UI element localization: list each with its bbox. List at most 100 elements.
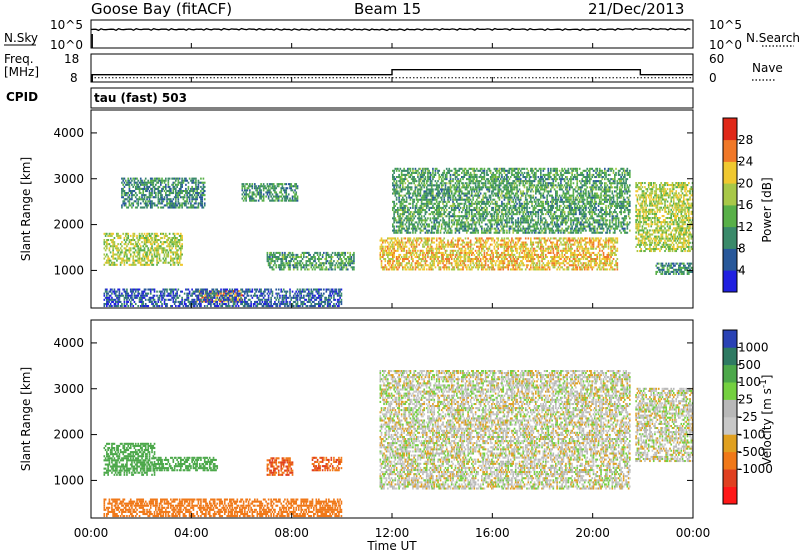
data-cell [393,241,395,244]
data-cell [511,264,513,267]
data-cell [207,292,210,295]
data-cell [610,264,612,267]
data-cell [157,245,160,248]
data-cell [144,190,147,193]
data-cell [325,251,328,254]
data-cell [176,237,178,240]
data-cell [111,296,113,299]
data-cell [439,245,442,248]
data-cell [167,194,170,197]
data-cell [602,239,605,242]
data-cell [571,260,573,263]
data-cell [344,262,346,265]
data-cell [203,298,206,301]
data-cell [103,243,106,246]
data-cell [131,179,133,182]
data-cell [284,197,286,200]
data-cell [218,296,221,299]
data-cell [153,177,156,180]
data-cell [335,262,338,265]
data-cell [269,253,271,256]
data-cell [403,258,405,261]
data-cell [595,239,597,242]
data-cell [146,241,148,244]
data-cell [230,298,232,301]
data-cell [173,187,176,190]
data-cell [178,294,181,297]
data-cell [339,253,341,256]
data-cell [262,183,265,186]
data-cell [246,189,249,192]
data-cell [168,202,171,205]
data-cell [402,223,404,226]
data-cell [155,204,157,207]
data-cell [231,305,234,308]
data-cell [407,211,409,214]
data-cell [463,253,466,256]
data-cell [404,194,407,197]
data-cell [519,247,522,250]
data-cell [432,264,434,267]
data-cell [118,298,121,301]
data-cell [308,288,310,291]
data-cell [556,253,558,256]
data-cell [444,266,447,269]
data-cell [413,176,415,179]
data-cell [245,193,247,196]
data-cell [304,251,306,254]
data-cell [112,247,114,250]
data-cell [353,251,355,254]
data-cell [163,259,166,262]
data-cell [556,268,558,271]
data-cell [415,186,418,189]
data-cell [503,249,506,252]
data-cell [341,260,344,263]
data-cell [251,199,254,202]
data-cell [557,247,560,250]
data-cell [129,294,132,297]
data-cell [320,288,323,291]
data-cell [176,253,178,256]
data-cell [340,253,343,256]
data-cell [527,258,530,261]
data-cell [265,300,267,303]
data-cell [134,181,137,184]
data-cell [236,303,239,306]
data-cell [116,294,118,297]
data-cell [282,296,285,299]
data-cell [318,305,320,308]
data-cell [271,256,274,259]
data-cell [562,256,565,259]
data-cell [540,239,542,242]
data-cell [399,215,402,218]
data-cell [121,251,123,254]
data-cell [220,290,222,293]
data-cell [259,290,261,293]
data-cell [340,294,343,297]
data-cell [223,296,226,299]
data-cell [280,303,283,306]
data-cell [340,298,343,301]
data-cell [313,300,315,303]
data-cell [121,190,123,193]
data-cell [561,251,563,254]
data-cell [126,294,128,297]
data-cell [123,255,126,258]
data-cell [287,253,290,256]
data-cell [237,294,240,297]
data-cell [311,262,314,265]
data-cell [126,288,128,291]
data-cell [464,266,467,269]
data-cell [507,237,510,240]
data-cell [175,198,177,201]
data-cell [191,187,193,190]
data-cell [399,245,402,248]
data-cell [616,262,619,265]
data-cell [321,262,324,265]
data-cell [259,298,261,301]
data-cell [410,243,413,246]
data-cell [200,202,202,205]
data-cell [216,288,219,291]
data-cell [108,263,111,266]
data-cell [399,253,402,256]
